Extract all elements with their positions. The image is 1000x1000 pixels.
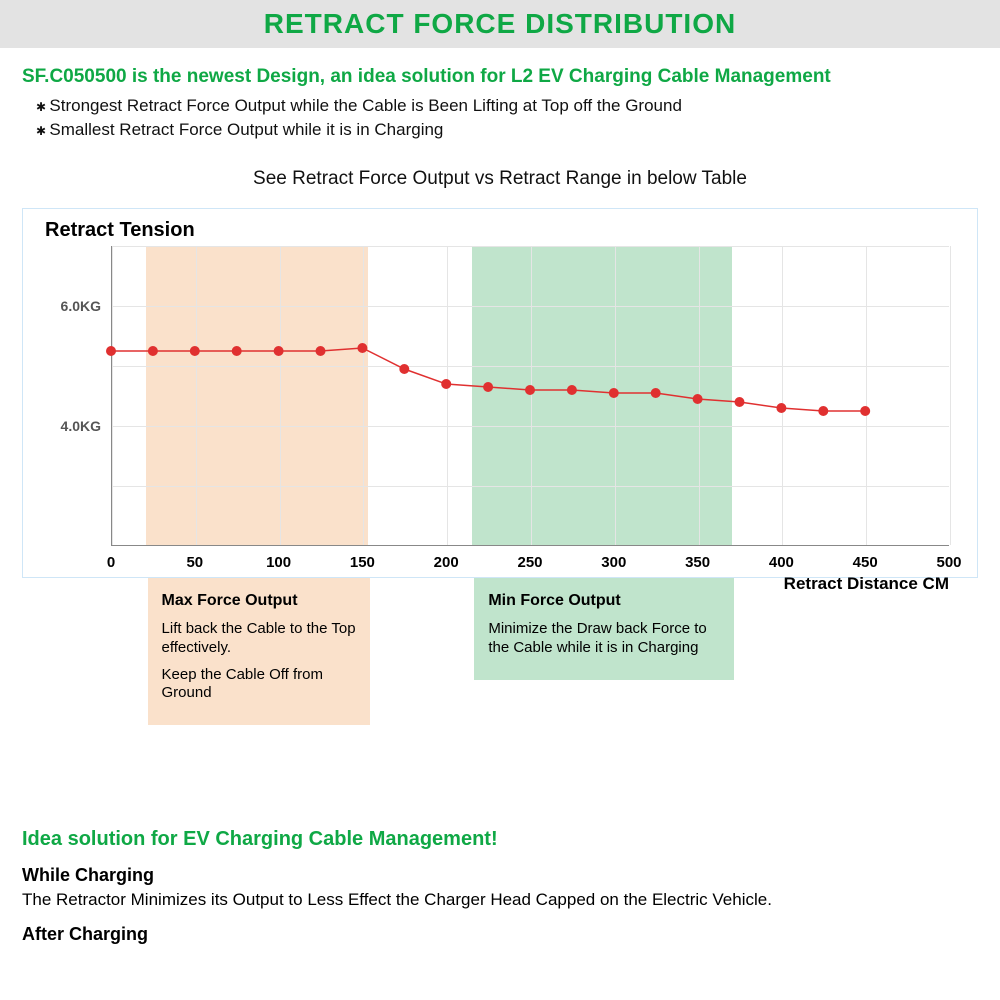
series-marker [190,346,200,356]
series-marker [441,379,451,389]
x-tick-label: 450 [853,554,878,571]
vgrid [950,246,951,545]
subtitle: SF.C050500 is the newest Design, an idea… [22,66,978,88]
bullet-list: Strongest Retract Force Output while the… [36,96,978,140]
series-marker [609,388,619,398]
x-tick-label: 50 [186,554,203,571]
chart-plot: Retract Distance CM 05010015020025030035… [111,246,949,546]
series-marker [651,388,661,398]
callout-text: Keep the Cable Off from Ground [162,666,357,704]
series-marker [818,406,828,416]
callout-title: Max Force Output [162,592,357,610]
series-marker [735,397,745,407]
callout-text: Minimize the Draw back Force to the Cabl… [488,620,720,658]
series-marker [316,346,326,356]
banner: RETRACT FORCE DISTRIBUTION [0,0,1000,48]
series-marker [483,382,493,392]
x-tick-label: 200 [434,554,459,571]
series-marker [860,406,870,416]
section-head: After Charging [22,924,978,945]
series-marker [525,385,535,395]
callout-text: Lift back the Cable to the Top effective… [162,620,357,658]
x-tick-label: 250 [517,554,542,571]
bullet-item: Smallest Retract Force Output while it i… [36,120,978,140]
x-tick-label: 350 [685,554,710,571]
series-marker [399,364,409,374]
bottom-section: Idea solution for EV Charging Cable Mana… [0,788,1000,945]
callout-title: Min Force Output [488,592,720,610]
chart-caption: See Retract Force Output vs Retract Rang… [22,168,978,190]
callout-min: Min Force Output Minimize the Draw back F… [474,578,734,680]
page-title: RETRACT FORCE DISTRIBUTION [264,8,736,40]
series-marker [232,346,242,356]
y-tick-label: 6.0KG [61,298,101,314]
series-marker [776,403,786,413]
section-body: The Retractor Minimizes its Output to Le… [22,890,978,910]
x-tick-label: 400 [769,554,794,571]
x-tick-label: 500 [936,554,961,571]
callout-row: Max Force Output Lift back the Cable to t… [114,578,950,788]
bullet-item: Strongest Retract Force Output while the… [36,96,978,116]
series-marker [693,394,703,404]
series-marker [274,346,284,356]
x-tick-label: 150 [350,554,375,571]
x-tick-label: 100 [266,554,291,571]
y-tick-label: 4.0KG [61,418,101,434]
chart-series [111,246,949,546]
bottom-headline: Idea solution for EV Charging Cable Mana… [22,828,978,851]
series-marker [357,343,367,353]
content: SF.C050500 is the newest Design, an idea… [0,48,1000,788]
chart-title: Retract Tension [45,219,959,242]
series-marker [148,346,158,356]
series-marker [106,346,116,356]
section-head: While Charging [22,865,978,886]
chart-container: Retract Tension Retract Distance CM 0501… [22,208,978,578]
callout-max: Max Force Output Lift back the Cable to t… [148,578,371,725]
series-marker [567,385,577,395]
x-tick-label: 0 [107,554,115,571]
series-line [111,348,865,411]
x-tick-label: 300 [601,554,626,571]
